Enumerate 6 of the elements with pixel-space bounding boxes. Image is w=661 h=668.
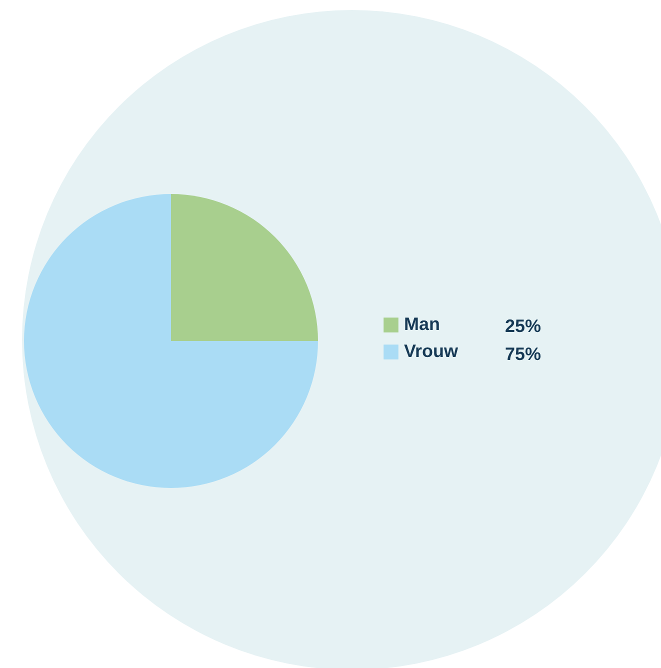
legend-label: Vrouw	[404, 341, 460, 361]
data-label: 75%	[505, 344, 542, 364]
data-label: 25%	[505, 316, 542, 336]
legend-label: Man	[404, 314, 440, 334]
pie-slice	[24, 194, 318, 488]
pie-slice	[171, 194, 318, 341]
